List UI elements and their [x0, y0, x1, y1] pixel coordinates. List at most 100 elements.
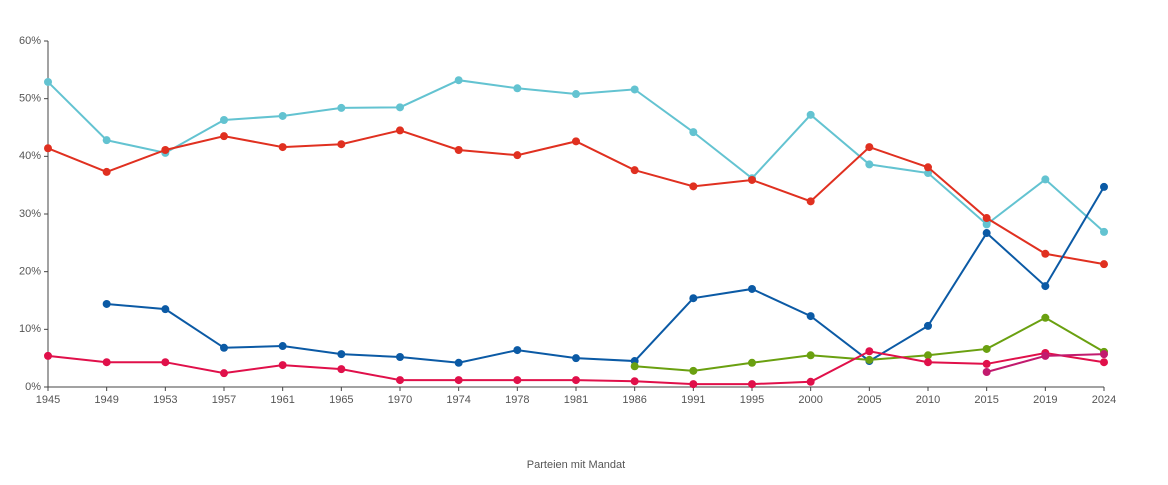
data-point — [1041, 249, 1050, 258]
data-point — [161, 305, 170, 314]
data-point — [572, 137, 580, 146]
data-point — [689, 182, 698, 191]
data-point — [513, 151, 522, 160]
data-point — [454, 76, 463, 85]
x-tick-label: 2005 — [857, 394, 881, 406]
data-point — [748, 284, 756, 293]
y-tick-label: 0% — [25, 381, 41, 393]
x-tick-label: 1974 — [446, 394, 470, 406]
x-tick-label: 2024 — [1092, 394, 1116, 406]
data-point — [396, 376, 404, 385]
x-tick-label: 1949 — [94, 394, 118, 406]
data-point — [396, 103, 404, 112]
x-tick-label: 1957 — [212, 394, 236, 406]
data-point — [806, 110, 815, 119]
data-point — [513, 84, 522, 93]
data-point — [924, 169, 932, 178]
data-point — [44, 77, 52, 86]
x-tick-label: 1986 — [622, 394, 646, 406]
data-point — [982, 220, 991, 229]
data-point — [220, 132, 228, 141]
data-point — [1100, 260, 1108, 269]
x-tick-label: 1945 — [36, 394, 60, 406]
data-point — [689, 380, 698, 389]
data-point — [865, 347, 874, 356]
data-point — [748, 358, 756, 367]
data-point — [1041, 175, 1050, 184]
x-tick-label: 1978 — [505, 394, 529, 406]
data-point — [278, 361, 287, 370]
x-tick-label: 2010 — [916, 394, 940, 406]
data-point — [102, 167, 111, 176]
data-point — [572, 376, 580, 385]
data-point — [865, 355, 874, 364]
series-line — [106, 186, 1105, 364]
data-point — [982, 229, 991, 238]
data-point — [865, 143, 874, 152]
data-point — [220, 343, 228, 352]
data-point — [982, 214, 991, 223]
data-point — [924, 321, 932, 330]
data-point — [630, 166, 639, 175]
data-point — [1041, 313, 1050, 322]
y-tick-label: 50% — [19, 93, 41, 105]
series-line — [47, 79, 1105, 233]
data-point — [572, 354, 580, 363]
data-point — [748, 175, 756, 184]
x-tick-label: 2019 — [1033, 394, 1057, 406]
data-point — [1041, 351, 1050, 360]
data-point — [689, 366, 698, 375]
data-point — [337, 140, 346, 149]
data-point — [102, 299, 111, 308]
data-point — [924, 351, 932, 360]
data-point — [337, 365, 346, 374]
data-point — [806, 197, 815, 206]
x-tick-label: 1965 — [329, 394, 353, 406]
data-point — [982, 344, 991, 353]
data-point — [806, 312, 815, 321]
data-point — [396, 353, 404, 362]
data-point — [513, 376, 522, 385]
data-point — [689, 294, 698, 303]
y-tick-label: 30% — [19, 208, 41, 220]
data-point — [1100, 350, 1108, 359]
data-point — [806, 351, 815, 360]
y-tick-label: 10% — [19, 323, 41, 335]
data-point — [454, 358, 463, 367]
y-tick-label: 20% — [19, 266, 41, 278]
x-tick-label: 1961 — [270, 394, 294, 406]
x-tick-label: 1981 — [564, 394, 588, 406]
data-point — [454, 376, 463, 385]
data-point — [278, 143, 287, 152]
data-point — [161, 145, 170, 154]
data-point — [630, 377, 639, 386]
data-point — [748, 380, 756, 389]
y-tick-label: 40% — [19, 150, 41, 162]
data-point — [396, 126, 404, 135]
data-point — [689, 128, 698, 137]
data-point — [982, 359, 991, 368]
data-point — [454, 145, 463, 154]
data-point — [513, 346, 522, 355]
series-line — [47, 129, 1105, 266]
data-point — [102, 358, 111, 367]
data-point — [44, 144, 52, 153]
data-point — [806, 377, 815, 386]
x-tick-label: 1991 — [681, 394, 705, 406]
data-point — [337, 103, 346, 112]
x-tick-label: 1953 — [153, 394, 177, 406]
data-point — [572, 90, 580, 99]
data-point — [630, 85, 639, 94]
x-tick-label: 2015 — [974, 394, 998, 406]
data-point — [220, 116, 228, 125]
data-point — [278, 342, 287, 351]
data-point — [1100, 227, 1108, 236]
data-point — [630, 362, 639, 371]
y-tick-label: 60% — [19, 35, 41, 47]
x-tick-label: 2000 — [798, 394, 822, 406]
data-point — [924, 358, 932, 367]
data-point — [924, 163, 932, 172]
data-point — [865, 160, 874, 169]
data-point — [220, 369, 228, 378]
